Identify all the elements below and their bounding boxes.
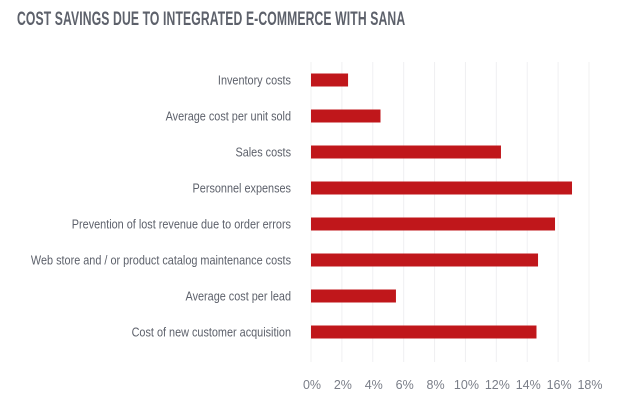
category-label: Sales costs (235, 146, 291, 160)
category-label: Personnel expenses (193, 182, 292, 196)
x-tick-label: 6% (396, 378, 414, 392)
x-tick-label: 4% (365, 378, 383, 392)
bar (311, 253, 539, 267)
x-tick-label: 8% (427, 378, 445, 392)
bar (311, 145, 501, 159)
bar (311, 109, 381, 123)
bar (311, 217, 556, 231)
category-label: Cost of new customer acquisition (132, 326, 291, 340)
x-tick-label: 2% (334, 378, 352, 392)
x-tick-label: 0% (303, 378, 321, 392)
bar (311, 73, 349, 87)
x-tick-label: 12% (485, 378, 510, 392)
chart-title: COST SAVINGS DUE TO INTEGRATED E-COMMERC… (17, 9, 406, 30)
x-tick-label: 16% (547, 378, 572, 392)
x-tick-label: 14% (516, 378, 541, 392)
category-label: Average cost per unit sold (166, 110, 291, 124)
category-label: Prevention of lost revenue due to order … (72, 218, 291, 232)
x-tick-label: 18% (577, 378, 602, 392)
bar (311, 181, 573, 195)
category-label: Web store and / or product catalog maint… (31, 254, 291, 268)
category-label: Average cost per lead (186, 290, 291, 304)
bar (311, 325, 537, 339)
category-label: Inventory costs (218, 74, 291, 88)
bar (311, 289, 396, 303)
x-tick-label: 10% (454, 378, 479, 392)
